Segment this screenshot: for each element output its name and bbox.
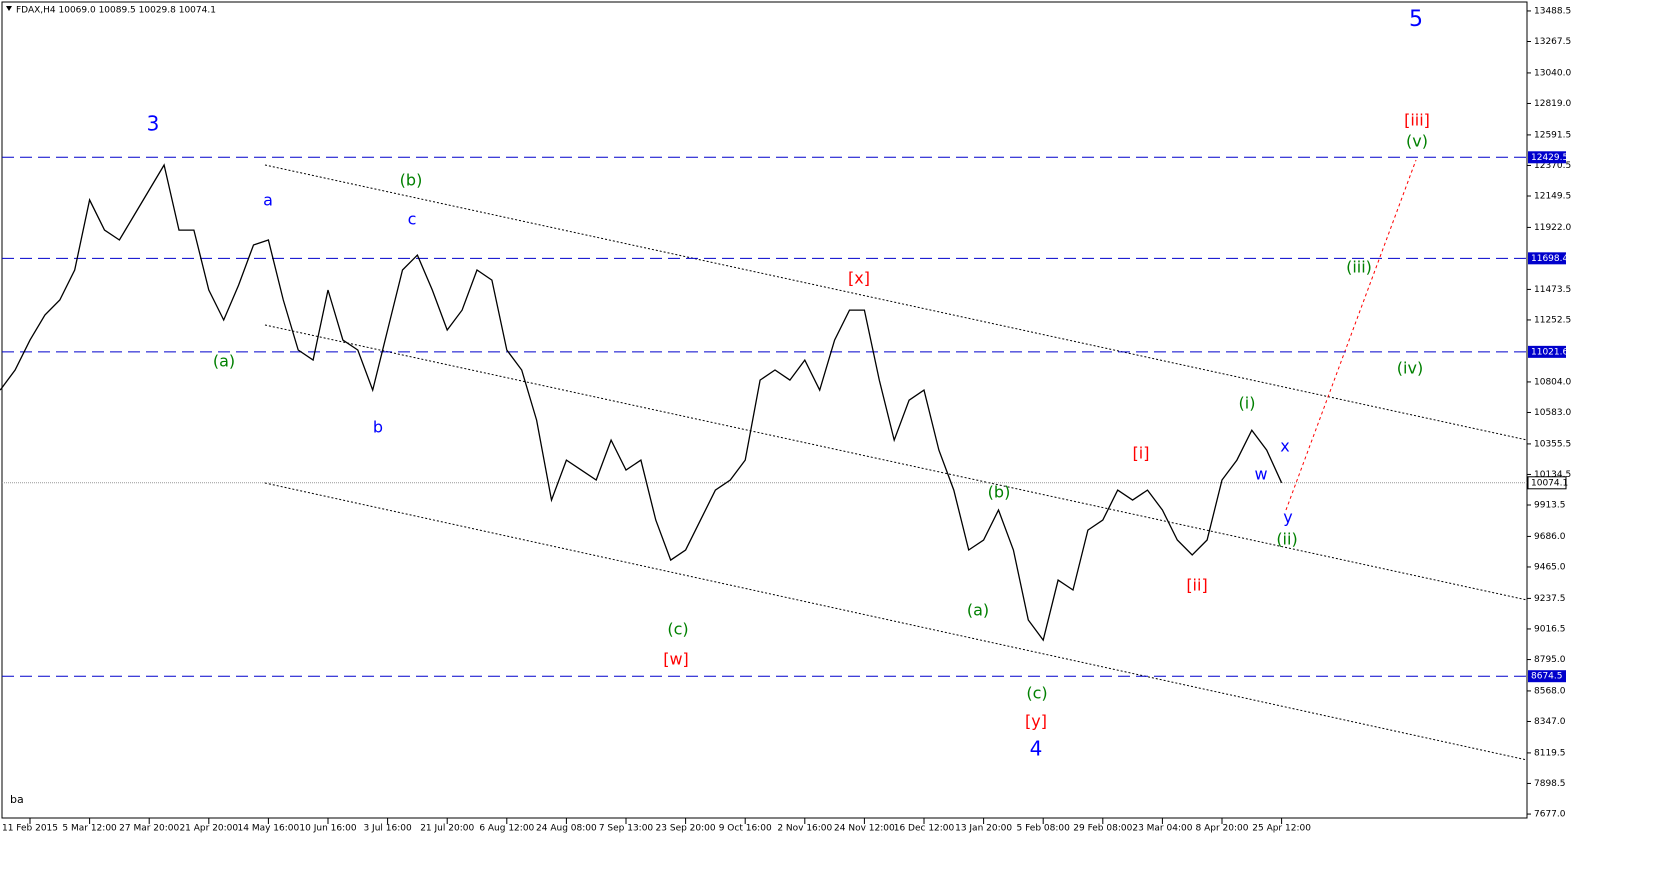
wave-label: w [1254, 465, 1267, 484]
level-label: 12429.5 [1531, 153, 1568, 163]
wave-label: 5 [1409, 7, 1423, 32]
x-tick-label: 27 Mar 20:00 [119, 824, 179, 834]
wave-label: (a) [967, 601, 989, 620]
x-tick-label: 24 Aug 08:00 [536, 824, 597, 834]
y-tick-label: 12370.5 [1534, 161, 1571, 171]
y-tick-label: 13267.5 [1534, 37, 1571, 47]
wave-label: a [263, 191, 273, 210]
wave-label: (iii) [1346, 258, 1372, 277]
channel-middle [264, 324, 1528, 601]
y-tick-label: 12819.0 [1534, 99, 1571, 109]
wave-label: [ii] [1186, 576, 1207, 595]
wave-label: x [1280, 437, 1289, 456]
wave-label: 4 [1030, 737, 1043, 761]
wave-label: y [1283, 508, 1292, 527]
x-tick-label: 14 May 16:00 [238, 824, 300, 834]
y-tick-label: 13040.0 [1534, 68, 1571, 78]
wave-label: (iv) [1397, 359, 1423, 378]
wave-label: (c) [667, 620, 688, 639]
y-tick-label: 8119.5 [1534, 748, 1566, 758]
last-price-box [1527, 476, 1567, 490]
y-tick-label: 9016.5 [1534, 624, 1566, 634]
x-tick-label: 24 Nov 12:00 [834, 824, 895, 834]
footer-label: ba [10, 793, 24, 806]
y-tick-label: 9237.5 [1534, 594, 1566, 604]
wave-label: [w] [663, 650, 689, 669]
level-label: 11698.4 [1531, 254, 1568, 264]
y-tick-label: 9913.5 [1534, 500, 1566, 510]
x-tick-label: 21 Jul 20:00 [420, 824, 474, 834]
wave-label: b [373, 418, 383, 437]
channel-lower [264, 482, 1528, 761]
y-tick-label: 7898.5 [1534, 779, 1566, 789]
y-tick-label: 11252.5 [1534, 315, 1571, 325]
channel-lines [264, 164, 1528, 761]
y-tick-label: 10804.0 [1534, 377, 1571, 387]
wave-label: c [408, 210, 417, 229]
wave-label: 3 [147, 112, 160, 136]
price-line [0, 163, 1283, 642]
y-tick-label: 12149.5 [1534, 191, 1571, 201]
y-tick-label: 8568.0 [1534, 686, 1566, 696]
x-tick-label: 5 Feb 08:00 [1017, 824, 1071, 834]
x-tick-label: 25 Apr 12:00 [1252, 824, 1311, 834]
y-tick-label: 9465.0 [1534, 562, 1566, 572]
level-label-box [1528, 151, 1566, 164]
x-tick-label: 10 Jun 16:00 [299, 824, 356, 834]
y-tick-label: 8795.0 [1534, 655, 1566, 665]
wave-label: (a) [213, 352, 235, 371]
projection-line [1285, 159, 1417, 511]
x-tick-label: 11 Feb 2015 [2, 824, 58, 834]
title-marker [6, 6, 12, 11]
x-tick-label: 8 Apr 20:00 [1196, 824, 1249, 834]
x-tick-label: 16 Dec 12:00 [894, 824, 955, 834]
plot-frame [1, 1, 1528, 819]
x-tick-label: 29 Feb 08:00 [1073, 824, 1132, 834]
wave-label: (i) [1239, 394, 1256, 413]
wave-label: [y] [1025, 712, 1047, 731]
wave-label: (b) [988, 483, 1011, 502]
wave-label: (b) [400, 171, 423, 190]
wave-label: [iii] [1404, 111, 1430, 130]
chart-title: FDAX,H4 10069.0 10089.5 10029.8 10074.1 [16, 6, 216, 16]
channel-upper [264, 164, 1528, 441]
y-tick-label: 12591.5 [1534, 130, 1571, 140]
wave-label: (c) [1026, 684, 1047, 703]
x-tick-label: 23 Mar 04:00 [1132, 824, 1192, 834]
x-tick-label: 5 Mar 12:00 [62, 824, 117, 834]
wave-label: [i] [1133, 444, 1150, 463]
y-tick-label: 11922.0 [1534, 223, 1571, 233]
level-label: 11021.6 [1531, 347, 1568, 357]
x-tick-label: 6 Aug 12:00 [479, 824, 534, 834]
level-label: 8674.5 [1531, 672, 1563, 682]
y-tick-label: 11473.5 [1534, 285, 1571, 295]
x-tick-label: 7 Sep 13:00 [599, 824, 654, 834]
x-tick-label: 2 Nov 16:00 [777, 824, 832, 834]
y-tick-label: 10355.5 [1534, 439, 1571, 449]
y-tick-label: 13488.5 [1534, 6, 1571, 16]
level-label-box [1528, 252, 1566, 265]
last-price-label: 10074.1 [1531, 478, 1568, 488]
level-label-box [1528, 670, 1566, 683]
wave-label: (v) [1406, 132, 1428, 151]
y-tick-label: 9686.0 [1534, 532, 1566, 542]
wave-label: [x] [848, 269, 870, 288]
x-tick-label: 3 Jul 16:00 [363, 824, 412, 834]
x-tick-label: 21 Apr 20:00 [179, 824, 238, 834]
y-tick-label: 8347.0 [1534, 717, 1566, 727]
level-label-box [1528, 345, 1566, 358]
x-tick-label: 23 Sep 20:00 [656, 824, 716, 834]
wave-label: (ii) [1276, 530, 1297, 549]
y-tick-label: 10583.0 [1534, 408, 1571, 418]
y-tick-label: 10134.5 [1534, 470, 1571, 480]
x-tick-label: 9 Oct 16:00 [719, 824, 772, 834]
x-tick-label: 13 Jan 20:00 [955, 824, 1012, 834]
y-tick-label: 7677.0 [1534, 810, 1566, 820]
